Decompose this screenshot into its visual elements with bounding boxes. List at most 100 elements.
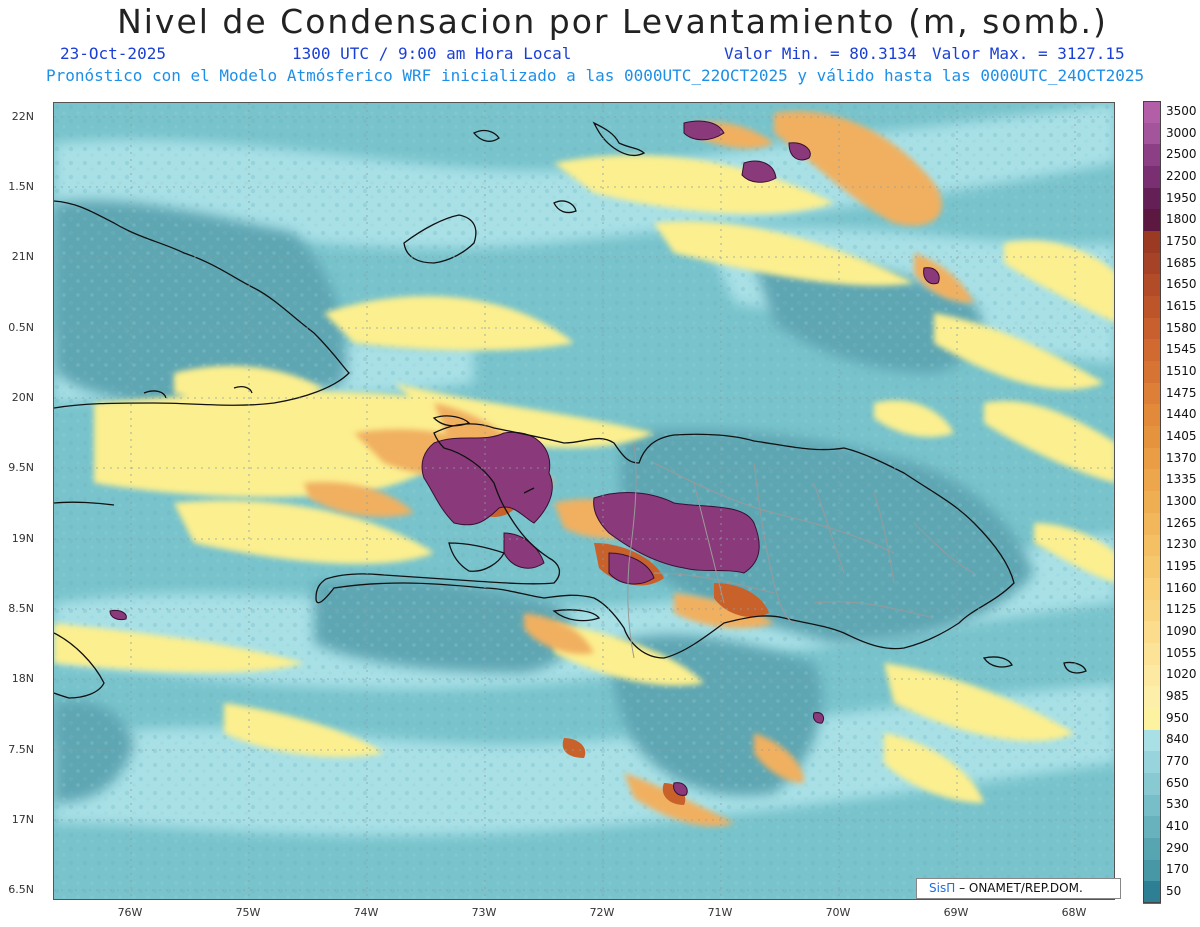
colorbar-label: 1160 — [1166, 580, 1197, 595]
colorbar-segment — [1143, 339, 1161, 362]
colorbar-label: 2500 — [1166, 147, 1197, 162]
colorbar-segment — [1143, 642, 1161, 666]
forecast-time: 1300 UTC / 9:00 am Hora Local — [292, 44, 572, 63]
colorbar-segment — [1143, 317, 1161, 341]
colorbar-segment — [1143, 361, 1161, 384]
colorbar-segment — [1143, 122, 1161, 145]
colorbar-segment — [1143, 577, 1161, 601]
colorbar-label: 1230 — [1166, 537, 1197, 552]
colorbar-label: 2200 — [1166, 168, 1197, 183]
lon-label: 70W — [825, 906, 851, 919]
colorbar-segment — [1143, 231, 1161, 254]
colorbar-label: 1475 — [1166, 385, 1197, 400]
colorbar-label: 290 — [1166, 840, 1189, 855]
max-value: Valor Max. = 3127.15 — [932, 44, 1125, 63]
lat-label: 1.5N — [8, 180, 34, 193]
lat-label: 0.5N — [8, 321, 34, 334]
lat-label: 6.5N — [8, 883, 34, 896]
colorbar-label: 1580 — [1166, 320, 1197, 335]
colorbar-segment — [1143, 881, 1161, 904]
lon-label: 69W — [943, 906, 969, 919]
colorbar-segment — [1143, 101, 1161, 124]
colorbar-segment — [1143, 209, 1161, 232]
colorbar-segment — [1143, 252, 1161, 275]
colorbar-segment — [1143, 707, 1161, 731]
colorbar-segment — [1143, 491, 1161, 514]
colorbar-label: 1335 — [1166, 472, 1197, 487]
colorbar-label: 1405 — [1166, 428, 1197, 443]
colorbar-segment — [1143, 556, 1161, 579]
colorbar-segment — [1143, 599, 1161, 622]
lat-label: 8.5N — [8, 602, 34, 615]
colorbar-segment — [1143, 469, 1161, 492]
colorbar-segment — [1143, 274, 1161, 297]
lat-label: 20N — [11, 391, 34, 404]
colorbar-label: 840 — [1166, 732, 1189, 747]
colorbar-segment — [1143, 686, 1161, 709]
colorbar-label: 1950 — [1166, 190, 1197, 205]
lat-label: 19N — [11, 532, 34, 545]
lon-label: 75W — [235, 906, 261, 919]
colorbar-label: 950 — [1166, 710, 1189, 725]
coastlines — [54, 121, 1087, 699]
lat-label: 17N — [11, 813, 34, 826]
colorbar-segment — [1143, 512, 1161, 536]
colorbar-label: 1265 — [1166, 515, 1197, 530]
colorbar-segment — [1143, 534, 1161, 557]
lon-label: 76W — [117, 906, 143, 919]
lon-label: 72W — [589, 906, 615, 919]
credit-box: SisΠ – ONAMET/REP.DOM. — [916, 878, 1121, 899]
colorbar-label: 1125 — [1166, 602, 1197, 617]
colorbar-frame — [1143, 101, 1161, 903]
lat-label: 9.5N — [8, 461, 34, 474]
colorbar-segment — [1143, 837, 1161, 861]
colorbar — [1143, 101, 1161, 904]
brand-label: SisΠ — [929, 881, 956, 895]
lon-label: 74W — [353, 906, 379, 919]
lcl-map — [53, 102, 1115, 900]
colorbar-label: 650 — [1166, 775, 1189, 790]
colorbar-label: 1800 — [1166, 212, 1197, 227]
min-value: Valor Min. = 80.3134 — [724, 44, 917, 63]
colorbar-label: 1195 — [1166, 559, 1197, 574]
lon-label: 71W — [707, 906, 733, 919]
colorbar-segment — [1143, 772, 1161, 796]
colorbar-label: 1370 — [1166, 450, 1197, 465]
colorbar-segment — [1143, 382, 1161, 406]
colorbar-label: 1300 — [1166, 494, 1197, 508]
lat-label: 7.5N — [8, 743, 34, 756]
colorbar-label: 410 — [1166, 819, 1189, 834]
lat-label: 22N — [11, 110, 34, 123]
colorbar-label: 1510 — [1166, 363, 1197, 378]
colorbar-segment — [1143, 447, 1161, 471]
colorbar-segment — [1143, 859, 1161, 882]
colorbar-label: 3000 — [1166, 125, 1197, 140]
graticule — [54, 103, 1114, 899]
lat-label: 18N — [11, 672, 34, 685]
model-info: Pronóstico con el Modelo Atmósferico WRF… — [46, 66, 1145, 85]
colorbar-label: 1545 — [1166, 342, 1197, 357]
colorbar-label: 1055 — [1166, 645, 1197, 660]
colorbar-segment — [1143, 187, 1161, 210]
colorbar-segment — [1143, 166, 1161, 189]
colorbar-segment — [1143, 751, 1161, 774]
colorbar-label: 530 — [1166, 797, 1189, 812]
colorbar-label: 985 — [1166, 689, 1189, 704]
colorbar-label: 1750 — [1166, 233, 1197, 248]
colorbar-segment — [1143, 621, 1161, 644]
colorbar-segment — [1143, 144, 1161, 167]
colorbar-label: 1685 — [1166, 255, 1197, 270]
colorbar-segment — [1143, 426, 1161, 449]
colorbar-label: 3500 — [1166, 103, 1197, 118]
colorbar-label: 50 — [1166, 884, 1182, 899]
colorbar-label: 1020 — [1166, 667, 1197, 682]
forecast-date: 23-Oct-2025 — [60, 44, 166, 63]
lon-label: 68W — [1061, 906, 1087, 919]
lon-label: 73W — [471, 906, 497, 919]
colorbar-segment — [1143, 794, 1161, 817]
colorbar-label: 1650 — [1166, 277, 1197, 292]
colorbar-label: 1615 — [1166, 298, 1197, 313]
colorbar-segment — [1143, 404, 1161, 427]
colorbar-label: 1440 — [1166, 407, 1197, 422]
colorbar-label: 170 — [1166, 862, 1189, 877]
